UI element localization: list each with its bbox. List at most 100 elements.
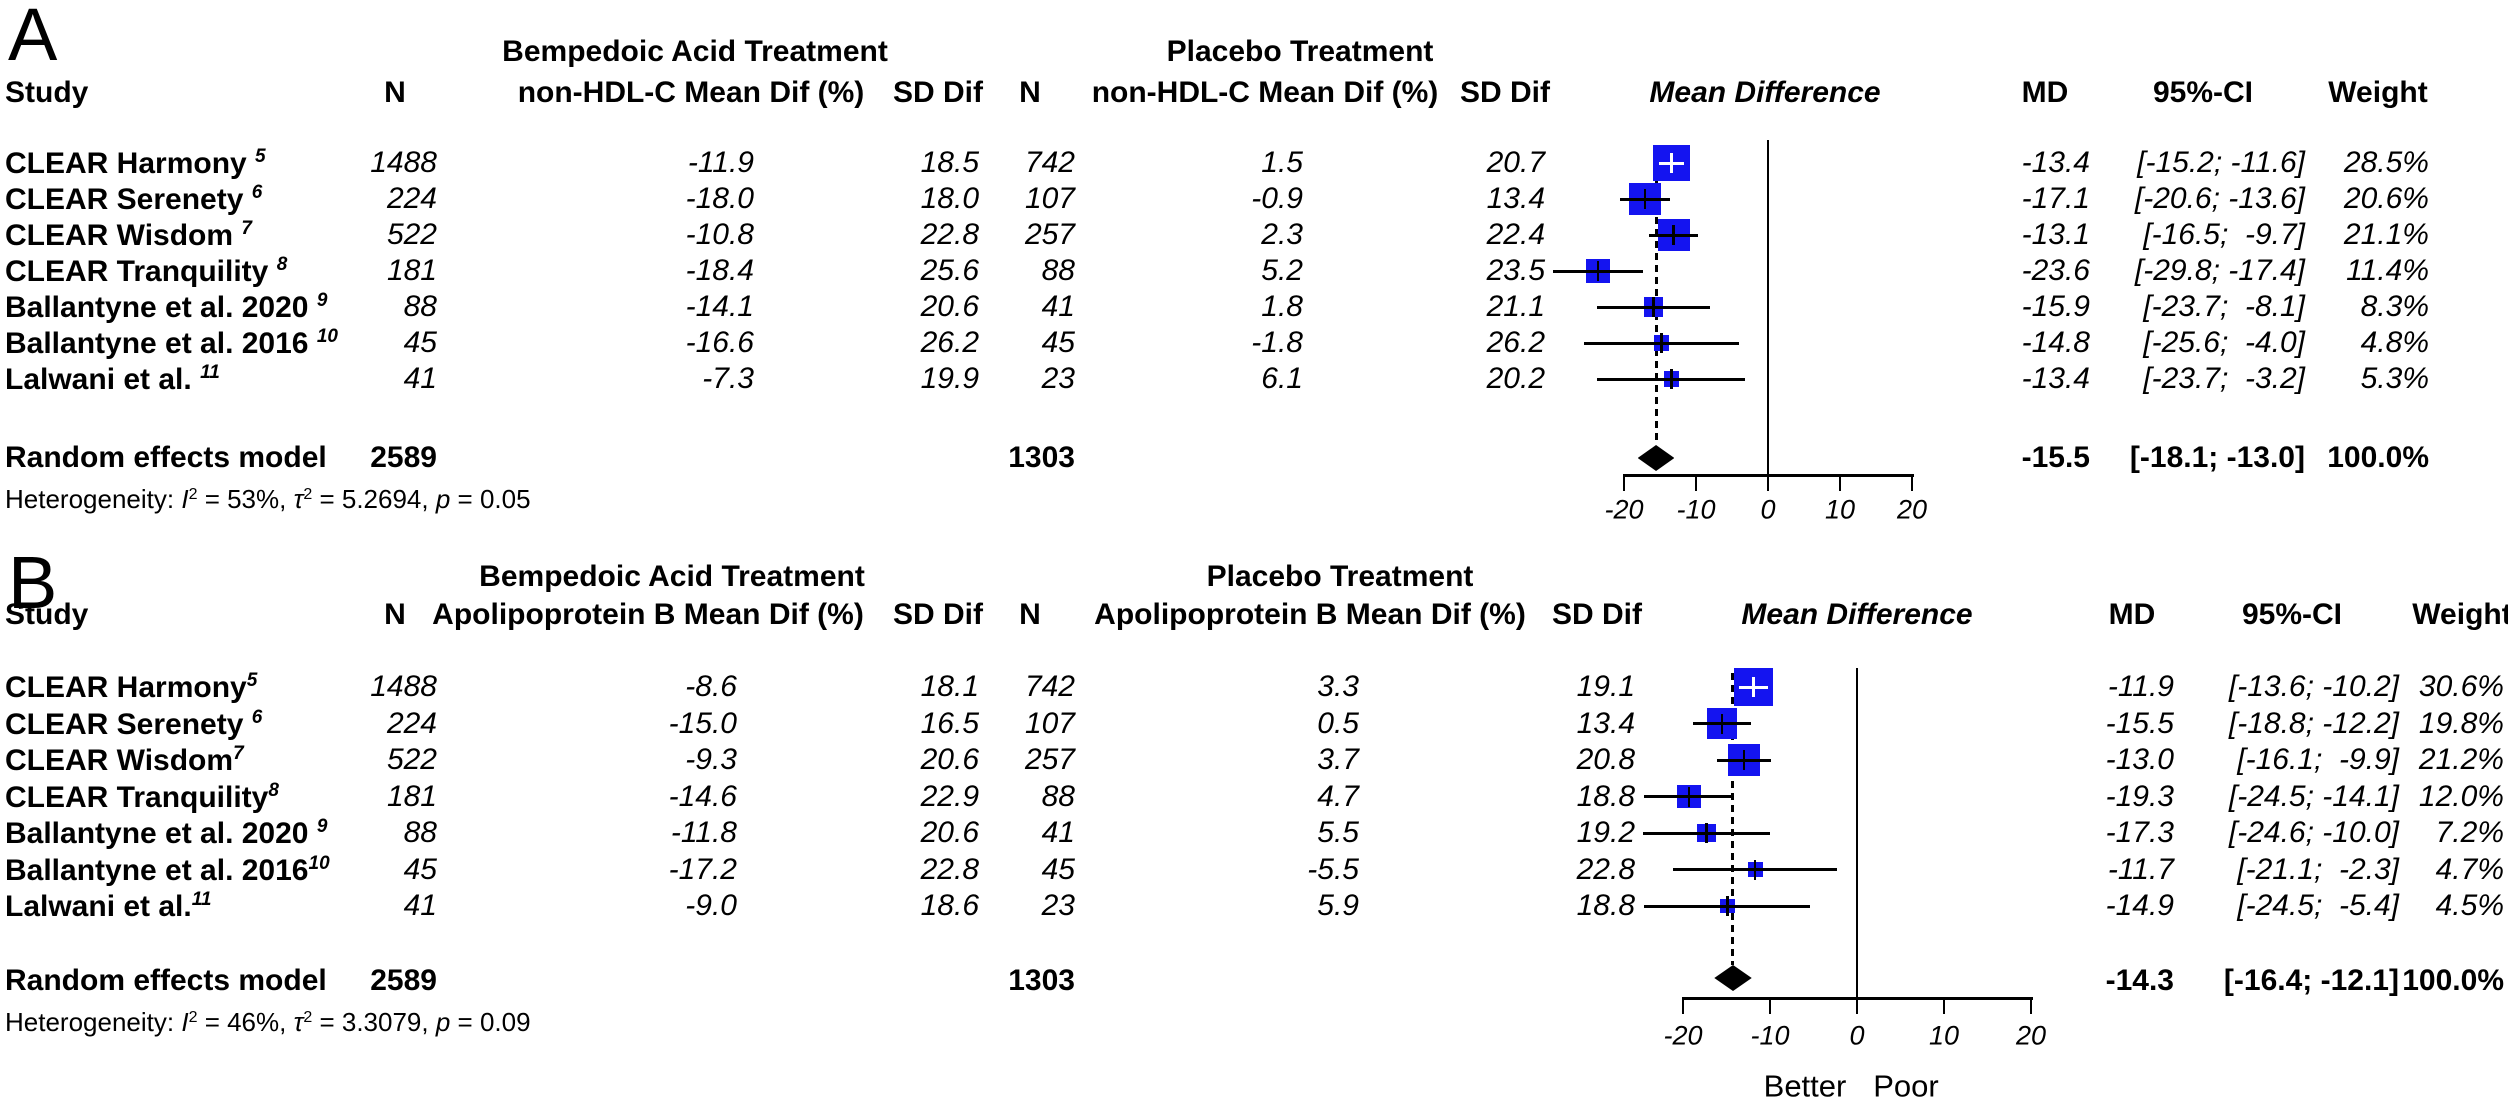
x-axis-tick-label: 20 — [2015, 1020, 2047, 1051]
heterogeneity-segment: = 0.05 — [450, 484, 531, 514]
heterogeneity-segment: 2 — [303, 1009, 313, 1026]
x-axis-tick — [1838, 474, 1842, 491]
study-sd-dif: 22.9 — [920, 779, 979, 813]
heterogeneity-segment: 2 — [188, 1009, 198, 1026]
study-name: Ballantyne et al. 201610 — [5, 852, 330, 887]
study-n-placebo: 257 — [1024, 218, 1075, 251]
summary-label: Random effects model — [5, 964, 327, 997]
study-mean-dif-placebo: -0.9 — [1251, 182, 1303, 215]
study-md: -15.9 — [2021, 290, 2090, 323]
study-ci: [-24.6; -10.0] — [2228, 816, 2399, 849]
study-mean-dif-placebo: 6.1 — [1261, 362, 1303, 395]
study-md: -11.9 — [2107, 670, 2174, 703]
col-header-mean-dif-placebo: Apolipoprotein B Mean Dif (%) — [1094, 598, 1526, 631]
x-axis-tick — [2029, 997, 2033, 1014]
study-name: CLEAR Wisdom 7 — [5, 218, 252, 252]
study-md: -13.4 — [2021, 362, 2090, 395]
study-n: 522 — [386, 743, 437, 776]
forest-point-tick — [1643, 189, 1647, 209]
placebo-group-header: Placebo Treatment — [1166, 35, 1434, 68]
forest-point-tick — [1753, 859, 1757, 880]
col-header-sd-dif: SD Dif — [893, 598, 983, 631]
x-axis-tick — [1942, 997, 1946, 1014]
study-ci: [-24.5; -5.4] — [2237, 889, 2399, 922]
forest-point-tick — [1742, 750, 1746, 770]
study-sd-dif: 22.8 — [920, 852, 979, 886]
x-axis-tick-label: -20 — [1663, 1020, 1703, 1051]
study-sd-dif: 26.2 — [920, 326, 979, 359]
study-mean-dif-placebo: 4.7 — [1317, 779, 1359, 813]
study-mean-dif-placebo: 2.3 — [1261, 218, 1303, 251]
study-md: -13.1 — [2021, 218, 2090, 251]
study-ci: [-25.6; -4.0] — [2143, 326, 2305, 359]
study-mean-dif-placebo: 1.8 — [1261, 290, 1303, 323]
x-axis-tick — [1910, 474, 1914, 491]
heterogeneity-segment: 2 — [188, 486, 198, 503]
study-weight: 21.1% — [2343, 218, 2429, 251]
summary-n-placebo: 1303 — [1008, 964, 1075, 997]
study-weight: 28.5% — [2343, 146, 2429, 179]
study-mean-dif-placebo: -5.5 — [1307, 852, 1359, 886]
study-ci: [-15.2; -11.6] — [2137, 146, 2305, 179]
heterogeneity-segment: = 53%, — [197, 484, 294, 514]
study-n-placebo: 107 — [1024, 706, 1075, 740]
heterogeneity-segment: p — [435, 484, 451, 514]
col-header-n-placebo: N — [1019, 76, 1041, 109]
col-header-weight: Weight — [2412, 598, 2508, 631]
study-mean-dif: -11.9 — [687, 146, 754, 179]
study-ci: [-21.1; -2.3] — [2237, 852, 2399, 886]
study-weight: 30.6% — [2418, 670, 2504, 703]
col-header-sd-dif-placebo: SD Dif — [1460, 76, 1550, 109]
study-ci: [-20.6; -13.6] — [2134, 182, 2305, 215]
study-md: -13.4 — [2021, 146, 2090, 179]
study-ci: [-18.8; -12.2] — [2228, 706, 2399, 740]
x-axis-tick — [1622, 474, 1626, 491]
study-sd-dif-placebo: 18.8 — [1576, 779, 1635, 813]
x-axis-tick-label: -20 — [1604, 494, 1644, 525]
summary-weight: 100.0% — [2327, 441, 2429, 474]
study-name: Ballantyne et al. 2020 9 — [5, 816, 328, 850]
heterogeneity-note: Heterogeneity: I2 = 46%, τ2 = 3.3079, p … — [5, 1009, 531, 1035]
study-name: CLEAR Harmony5 — [5, 670, 258, 704]
study-sd-dif-placebo: 21.1 — [1486, 290, 1545, 323]
study-sd-dif-placebo: 20.2 — [1486, 362, 1545, 395]
heterogeneity-segment: τ — [293, 1007, 304, 1037]
study-name: Ballantyne et al. 2016 10 — [5, 326, 338, 360]
axis-sublabel-poor: Poor — [1873, 1068, 1939, 1104]
study-sd-dif-placebo: 20.7 — [1486, 146, 1545, 179]
x-axis-tick-label: -10 — [1750, 1020, 1790, 1051]
study-md: -13.0 — [2105, 743, 2174, 776]
study-mean-dif-placebo: 5.5 — [1317, 816, 1359, 849]
study-md: -17.1 — [2021, 182, 2090, 215]
study-md: -17.3 — [2105, 816, 2174, 849]
col-header-study: Study — [5, 598, 89, 631]
study-sd-dif: 22.8 — [920, 218, 979, 251]
study-sd-dif-placebo: 22.4 — [1486, 218, 1545, 251]
heterogeneity-segment: = 0.09 — [450, 1007, 531, 1037]
study-name: CLEAR Wisdom7 — [5, 743, 244, 777]
study-n: 224 — [386, 182, 437, 215]
pooled-estimate-dashed-line — [1731, 673, 1734, 965]
study-n: 181 — [386, 254, 437, 287]
study-mean-dif: -11.8 — [670, 816, 737, 849]
treatment-group-header: Bempedoic Acid Treatment — [502, 35, 888, 68]
heterogeneity-segment: Heterogeneity: — [5, 484, 182, 514]
study-n-placebo: 742 — [1024, 670, 1075, 703]
forest-point-tick — [1596, 261, 1600, 281]
study-ci: [-13.6; -10.2] — [2228, 670, 2399, 703]
study-name: Ballantyne et al. 2020 9 — [5, 290, 328, 324]
study-weight: 20.6% — [2343, 182, 2429, 215]
col-header-ci: 95%-CI — [2152, 76, 2254, 109]
study-mean-dif-placebo: -1.8 — [1251, 326, 1303, 359]
study-mean-dif-placebo: 5.2 — [1261, 254, 1303, 287]
study-mean-dif: -9.0 — [685, 889, 737, 922]
study-mean-dif: -14.6 — [668, 779, 737, 813]
study-n-placebo: 88 — [1041, 779, 1075, 813]
x-axis-tick-label: 10 — [1928, 1020, 1960, 1051]
study-n-placebo: 41 — [1041, 816, 1075, 849]
study-n-placebo: 23 — [1041, 362, 1075, 395]
heterogeneity-segment: p — [435, 1007, 451, 1037]
summary-label: Random effects model — [5, 441, 327, 474]
study-n-placebo: 41 — [1041, 290, 1075, 323]
